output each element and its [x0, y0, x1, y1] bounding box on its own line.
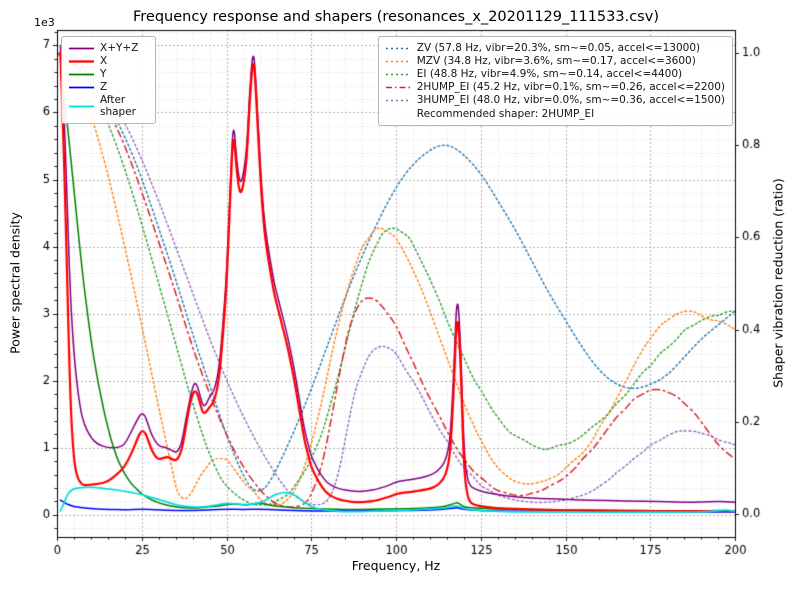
- legend-label: EI (48.8 Hz, vibr=4.9%, sm~=0.14, accel<…: [416, 68, 683, 81]
- legend-label: ZV (57.8 Hz, vibr=20.3%, sm~=0.05, accel…: [416, 42, 701, 54]
- legend-line-sample: [69, 105, 94, 108]
- legend-label: Y: [100, 68, 107, 81]
- legend-label: 2HUMP_EI (45.2 Hz, vibr=0.1%, sm~=0.26, …: [416, 81, 725, 94]
- legend-item: X+Y+Z: [68, 42, 148, 54]
- legend-label: MZV (34.8 Hz, vibr=3.6%, sm~=0.17, accel…: [416, 55, 696, 68]
- legend-item: Y: [68, 68, 148, 80]
- legend-item: MZV (34.8 Hz, vibr=3.6%, sm~=0.17, accel…: [385, 55, 725, 67]
- legend-item: After shaper: [68, 94, 148, 118]
- legend-line-sample: [385, 47, 411, 49]
- legend-item: 2HUMP_EI (45.2 Hz, vibr=0.1%, sm~=0.26, …: [385, 81, 725, 93]
- legend-label: X+Y+Z: [100, 42, 139, 54]
- legend-psd: X+Y+Z X Y Z After shaper: [61, 36, 156, 125]
- legend-item: ZV (57.8 Hz, vibr=20.3%, sm~=0.05, accel…: [385, 42, 725, 54]
- axis-offset-text: 1e3: [34, 16, 55, 29]
- legend-item: 3HUMP_EI (48.0 Hz, vibr=0.0%, sm~=0.36, …: [385, 94, 725, 106]
- legend-line-sample: [69, 73, 94, 76]
- legend-line-sample: [69, 59, 94, 63]
- legend-line-sample: [69, 86, 94, 89]
- legend-line-sample: [385, 86, 411, 88]
- legend-line-sample: [385, 73, 411, 75]
- chart-title: Frequency response and shapers (resonanc…: [133, 9, 659, 25]
- legend-item: Z: [68, 81, 148, 93]
- y-axis-label-right: Shaper vibration reduction (ratio): [770, 178, 786, 388]
- legend-shapers: ZV (57.8 Hz, vibr=20.3%, sm~=0.05, accel…: [377, 36, 733, 127]
- x-axis-label: Frequency, Hz: [351, 558, 441, 573]
- legend-line-sample: [69, 47, 94, 49]
- legend-item: EI (48.8 Hz, vibr=4.9%, sm~=0.14, accel<…: [385, 68, 725, 80]
- legend-label: X: [100, 55, 108, 68]
- legend-line-sample: [385, 60, 411, 62]
- legend-line-sample: [385, 99, 411, 102]
- legend-label: After shaper: [100, 94, 137, 119]
- legend-item: X: [68, 55, 148, 67]
- legend-label: Z: [100, 81, 108, 94]
- legend-label: 3HUMP_EI (48.0 Hz, vibr=0.0%, sm~=0.36, …: [416, 94, 725, 107]
- legend-note: Recommended shaper: 2HUMP_EI: [416, 108, 595, 121]
- y-axis-label-left: Power spectral density: [7, 212, 23, 354]
